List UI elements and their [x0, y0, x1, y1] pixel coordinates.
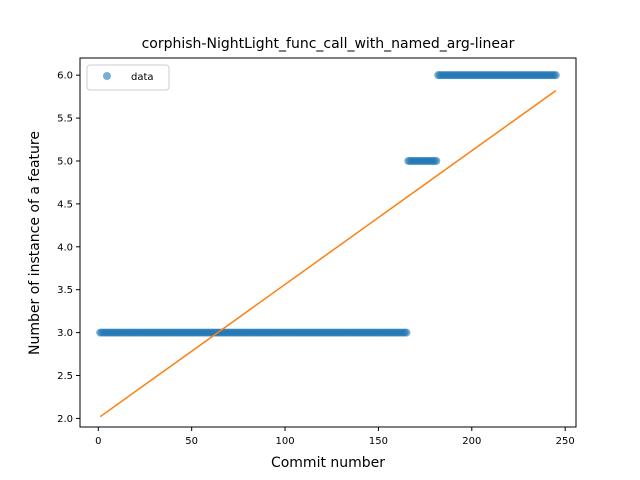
y-tick-label: 4.0	[57, 242, 73, 253]
x-tick-label: 0	[95, 436, 101, 447]
axes-frame	[79, 57, 577, 428]
legend: data	[86, 64, 170, 91]
y-tick-label: 5.0	[57, 156, 73, 167]
y-tick-label: 3.5	[57, 285, 73, 296]
y-tick-label: 3.0	[57, 328, 73, 339]
y-tick-label: 2.5	[57, 371, 73, 382]
x-axis: 0 50 100 150 200 250	[95, 427, 575, 447]
legend-box	[86, 64, 170, 91]
y-tick-label: 4.5	[57, 199, 73, 210]
y-axis-label: Number of instance of a feature	[27, 131, 43, 355]
x-axis-label: Commit number	[271, 455, 385, 471]
plot-area	[96, 71, 560, 418]
data-point	[402, 328, 411, 337]
x-tick-label: 50	[185, 436, 198, 447]
legend-marker-data	[103, 72, 111, 80]
x-tick-label: 200	[462, 436, 481, 447]
y-tick-label: 2.0	[57, 414, 73, 425]
linear-fit-line	[99, 90, 557, 418]
x-tick-label: 250	[556, 436, 575, 447]
legend-entry-data: data	[131, 72, 154, 83]
data-point	[551, 71, 560, 80]
y-axis: 2.0 2.5 3.0 3.5 4.0 4.5 5.0 5.5 6.0	[57, 71, 80, 425]
chart-title: corphish-NightLight_func_call_with_named…	[142, 36, 515, 52]
x-tick-label: 100	[276, 436, 295, 447]
data-point	[432, 156, 441, 165]
y-tick-label: 5.5	[57, 114, 73, 125]
x-tick-label: 150	[369, 436, 388, 447]
y-tick-label: 6.0	[57, 71, 73, 82]
